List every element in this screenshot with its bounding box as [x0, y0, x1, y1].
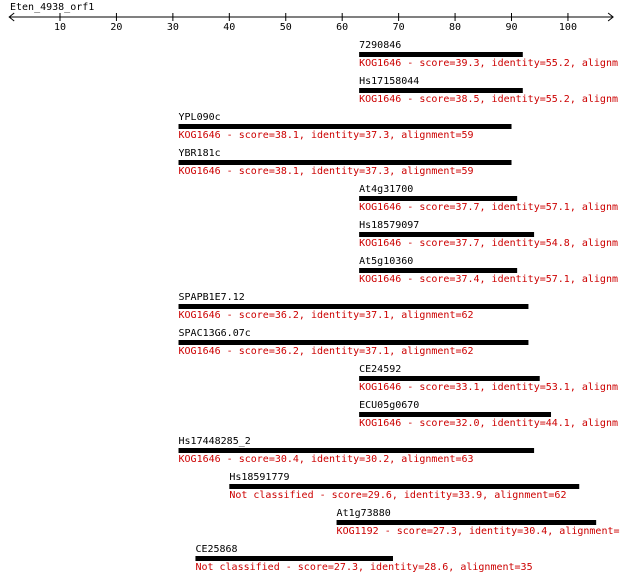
- hit-description: KOG1646 - score=38.1, identity=37.3, ali…: [179, 130, 474, 141]
- hit-name: 7290846: [359, 40, 401, 51]
- x-tick-label: 80: [449, 22, 461, 33]
- hit-name: Hs18591779: [229, 472, 289, 483]
- hit-description: KOG1646 - score=39.3, identity=55.2, ali…: [359, 58, 618, 69]
- hit-description: KOG1646 - score=37.4, identity=57.1, ali…: [359, 274, 618, 285]
- hit-name: At4g31700: [359, 184, 413, 195]
- hit-description: KOG1646 - score=37.7, identity=54.8, ali…: [359, 238, 618, 249]
- hit-description: KOG1646 - score=33.1, identity=53.1, ali…: [359, 382, 618, 393]
- x-tick-label: 50: [280, 22, 292, 33]
- hit-name: ECU05g0670: [359, 400, 419, 411]
- hit-name: YBR181c: [179, 148, 221, 159]
- hit-bar: [229, 484, 580, 489]
- x-tick-label: 20: [110, 22, 122, 33]
- hit-name: CE24592: [359, 364, 401, 375]
- hit-name: CE25868: [195, 544, 237, 555]
- hit-name: At5g10360: [359, 256, 413, 267]
- hit-description: Not classified - score=29.6, identity=33…: [229, 490, 566, 501]
- hit-description: KOG1192 - score=27.3, identity=30.4, ali…: [337, 526, 620, 537]
- hit-bar: [359, 88, 523, 93]
- axis-arrow: [607, 12, 614, 22]
- hit-bar: [336, 520, 597, 525]
- hit-bar: [359, 376, 540, 381]
- hit-bar: [178, 124, 512, 129]
- hit-description: KOG1646 - score=37.7, identity=57.1, ali…: [359, 202, 618, 213]
- x-tick-label: 90: [505, 22, 517, 33]
- hit-bar: [359, 232, 535, 237]
- hit-bar: [178, 448, 535, 453]
- x-tick-label: 100: [559, 22, 577, 33]
- hit-description: KOG1646 - score=30.4, identity=30.2, ali…: [179, 454, 474, 465]
- hit-bar: [359, 268, 518, 273]
- hit-description: KOG1646 - score=32.0, identity=44.1, ali…: [359, 418, 618, 429]
- hit-name: SPAPB1E7.12: [179, 292, 245, 303]
- hit-bar: [178, 160, 512, 165]
- x-tick-label: 60: [336, 22, 348, 33]
- hit-name: SPAC13G6.07c: [179, 328, 251, 339]
- x-tick-label: 30: [167, 22, 179, 33]
- hit-name: Hs17158044: [359, 76, 419, 87]
- hit-description: Not classified - score=27.3, identity=28…: [195, 562, 532, 573]
- hit-bar: [178, 340, 529, 345]
- hit-name: Hs17448285_2: [179, 436, 251, 447]
- hit-description: KOG1646 - score=36.2, identity=37.1, ali…: [179, 310, 474, 321]
- axis-arrow: [8, 12, 15, 22]
- hit-bar: [195, 556, 393, 561]
- hit-name: Hs18579097: [359, 220, 419, 231]
- hit-bar: [359, 52, 523, 57]
- x-tick-label: 40: [223, 22, 235, 33]
- hit-bar: [178, 304, 529, 309]
- hit-name: YPL090c: [179, 112, 221, 123]
- hit-name: At1g73880: [337, 508, 391, 519]
- hit-description: KOG1646 - score=38.5, identity=55.2, ali…: [359, 94, 618, 105]
- hit-description: KOG1646 - score=38.1, identity=37.3, ali…: [179, 166, 474, 177]
- hit-bar: [359, 412, 552, 417]
- chart-title: Eten_4938_orf1: [10, 2, 94, 13]
- hit-bar: [359, 196, 518, 201]
- hit-description: KOG1646 - score=36.2, identity=37.1, ali…: [179, 346, 474, 357]
- x-tick-label: 70: [393, 22, 405, 33]
- x-tick-label: 10: [54, 22, 66, 33]
